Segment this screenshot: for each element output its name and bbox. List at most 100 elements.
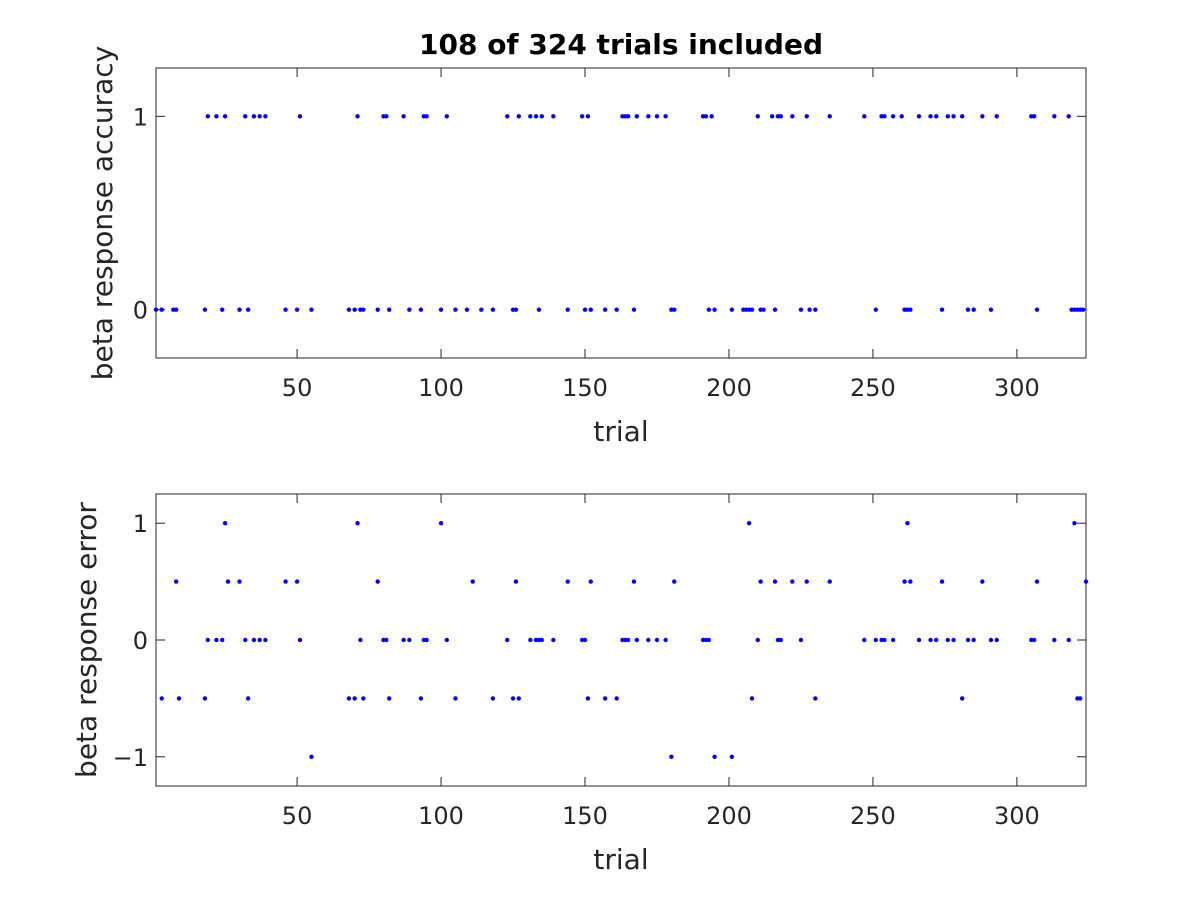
data-point <box>1066 114 1071 119</box>
data-point <box>153 307 159 312</box>
data-point <box>971 637 976 643</box>
data-point <box>769 114 775 119</box>
y-tick-label: 1 <box>133 510 148 538</box>
data-point <box>778 114 783 119</box>
data-point <box>407 307 412 312</box>
data-point <box>746 521 752 526</box>
data-point <box>965 307 971 312</box>
data-point <box>862 637 867 643</box>
data-point <box>464 307 470 312</box>
data-point <box>899 114 904 119</box>
y-tick-label: −1 <box>113 744 148 772</box>
data-point <box>945 637 950 643</box>
data-point <box>202 696 208 701</box>
data-point <box>424 637 429 643</box>
data-point <box>813 307 818 312</box>
data-point <box>980 114 985 119</box>
x-tick-label: 250 <box>850 374 896 402</box>
data-point <box>588 579 593 584</box>
data-point <box>257 114 262 119</box>
data-point <box>625 637 631 643</box>
data-point <box>798 637 804 643</box>
data-point <box>625 114 631 119</box>
data-point <box>582 307 588 312</box>
data-point <box>243 114 248 119</box>
x-tick-label: 100 <box>418 374 464 402</box>
data-point <box>438 307 444 312</box>
data-point <box>951 637 956 643</box>
data-point <box>173 307 179 312</box>
data-point <box>352 696 357 701</box>
data-point <box>1083 579 1089 584</box>
data-point <box>263 637 268 643</box>
data-point <box>758 579 763 584</box>
data-point <box>873 637 879 643</box>
x-tick-label: 300 <box>994 802 1040 830</box>
data-point <box>804 114 809 119</box>
data-point <box>251 637 257 643</box>
data-point <box>401 114 406 119</box>
data-point <box>1031 637 1037 643</box>
data-point <box>237 307 242 312</box>
data-point <box>205 637 211 643</box>
data-point <box>245 696 251 701</box>
data-point <box>945 114 950 119</box>
data-point <box>358 637 363 643</box>
data-point <box>672 307 677 312</box>
data-point <box>384 114 389 119</box>
data-point <box>672 579 677 584</box>
data-point <box>994 637 999 643</box>
data-point <box>444 114 450 119</box>
data-point <box>882 114 887 119</box>
x-tick-label: 200 <box>706 802 752 830</box>
data-point <box>528 114 533 119</box>
data-point <box>980 579 985 584</box>
data-point <box>631 579 637 584</box>
data-point <box>513 307 519 312</box>
data-point <box>772 307 778 312</box>
data-point <box>755 114 760 119</box>
y-axis-label: beta response error <box>70 502 103 778</box>
data-point <box>283 307 288 312</box>
data-point <box>588 307 593 312</box>
data-point <box>585 114 591 119</box>
data-point <box>355 114 360 119</box>
data-point <box>585 696 591 701</box>
data-point <box>890 114 896 119</box>
data-point <box>934 637 939 643</box>
data-point <box>951 114 956 119</box>
data-point <box>387 307 392 312</box>
data-point <box>1031 114 1037 119</box>
data-point <box>536 307 542 312</box>
data-point <box>309 307 314 312</box>
data-point <box>712 307 717 312</box>
data-point <box>202 307 208 312</box>
data-point <box>510 696 516 701</box>
data-point <box>355 521 360 526</box>
x-axis-label: trial <box>593 843 648 876</box>
x-tick-label: 250 <box>850 802 896 830</box>
data-point <box>709 114 714 119</box>
data-point <box>237 579 242 584</box>
data-point <box>401 637 406 643</box>
data-point <box>516 114 521 119</box>
x-tick-label: 300 <box>994 374 1040 402</box>
data-point <box>565 307 570 312</box>
data-point <box>862 114 867 119</box>
data-point <box>361 696 366 701</box>
y-tick-label: 0 <box>133 627 148 655</box>
data-point <box>490 696 496 701</box>
data-point <box>513 579 519 584</box>
data-point <box>654 637 660 643</box>
data-point <box>749 696 755 701</box>
data-point <box>602 696 608 701</box>
data-point <box>551 637 556 643</box>
data-point <box>225 579 231 584</box>
data-point <box>669 754 674 759</box>
data-point <box>251 114 257 119</box>
data-point <box>294 307 300 312</box>
data-point <box>928 114 933 119</box>
data-point <box>214 637 219 643</box>
data-point <box>539 114 545 119</box>
